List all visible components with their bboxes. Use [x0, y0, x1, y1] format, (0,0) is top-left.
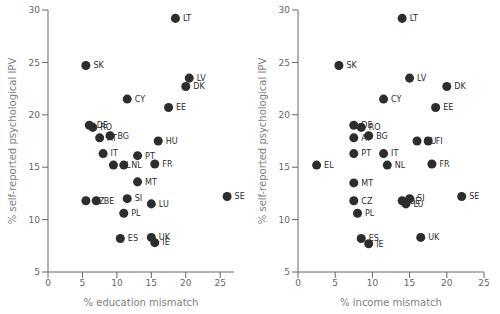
svg-text:CY: CY [135, 95, 145, 104]
svg-text:0: 0 [45, 278, 51, 288]
svg-text:RO: RO [368, 123, 381, 133]
svg-text:15: 15 [29, 162, 40, 172]
svg-text:IE: IE [376, 240, 383, 249]
svg-text:SK: SK [346, 61, 357, 70]
svg-text:% self-reported psychological: % self-reported psychological IPV [257, 58, 268, 225]
svg-text:ES: ES [368, 234, 379, 244]
svg-text:15: 15 [279, 162, 290, 172]
svg-text:MT: MT [361, 179, 373, 188]
svg-text:LT: LT [410, 14, 418, 23]
svg-text:EE: EE [443, 103, 453, 112]
svg-text:EL: EL [121, 161, 131, 170]
svg-text:BE: BE [104, 197, 115, 206]
svg-text:CY: CY [391, 95, 401, 104]
svg-text:25: 25 [29, 58, 40, 68]
svg-text:PL: PL [131, 209, 141, 218]
svg-text:BG: BG [118, 132, 130, 141]
svg-text:PT: PT [361, 149, 371, 158]
svg-text:IT: IT [111, 149, 118, 158]
svg-text:5: 5 [80, 278, 86, 288]
svg-text:5: 5 [34, 267, 40, 277]
svg-text:SI: SI [135, 194, 142, 203]
svg-text:MT: MT [145, 178, 157, 187]
svg-text:LU: LU [159, 200, 169, 209]
svg-text:15: 15 [146, 278, 157, 288]
svg-text:ES: ES [128, 234, 138, 243]
svg-text:DK: DK [193, 82, 205, 91]
svg-text:SE: SE [235, 192, 245, 201]
svg-text:LT: LT [183, 14, 191, 23]
svg-text:0: 0 [295, 278, 301, 288]
svg-text:15: 15 [404, 278, 415, 288]
svg-text:20: 20 [29, 110, 41, 120]
svg-text:CZ: CZ [361, 197, 373, 206]
svg-text:SE: SE [469, 192, 479, 201]
svg-text:5: 5 [332, 278, 338, 288]
svg-text:NL: NL [131, 161, 142, 170]
svg-text:20: 20 [441, 278, 453, 288]
svg-text:30: 30 [29, 5, 41, 15]
svg-text:HU: HU [166, 137, 178, 146]
svg-text:EE: EE [176, 103, 186, 112]
svg-text:% education mismatch: % education mismatch [84, 297, 199, 308]
svg-text:PT: PT [145, 152, 155, 161]
svg-text:UK: UK [428, 233, 440, 242]
svg-text:25: 25 [214, 278, 225, 288]
svg-text:% income mismatch: % income mismatch [340, 297, 442, 308]
svg-text:% self-reported psychological: % self-reported psychological IPV [8, 58, 18, 225]
svg-text:NL: NL [395, 161, 406, 170]
svg-text:20: 20 [279, 110, 291, 120]
svg-text:RO: RO [100, 123, 112, 132]
svg-text:SK: SK [93, 61, 104, 70]
svg-text:LV: LV [196, 74, 206, 83]
svg-text:PL: PL [365, 209, 375, 218]
svg-text:FR: FR [439, 160, 450, 169]
svg-text:IT: IT [391, 149, 398, 158]
svg-text:AT: AT [107, 134, 117, 143]
svg-text:25: 25 [279, 58, 290, 68]
svg-text:FR: FR [162, 160, 173, 169]
svg-text:20: 20 [180, 278, 192, 288]
svg-text:25: 25 [478, 278, 489, 288]
svg-text:EL: EL [324, 161, 334, 170]
svg-text:BG: BG [376, 132, 388, 141]
svg-text:LU: LU [413, 200, 423, 209]
svg-text:DK: DK [454, 82, 466, 91]
svg-text:IE: IE [162, 238, 169, 247]
svg-text:10: 10 [111, 278, 123, 288]
svg-text:5: 5 [284, 267, 290, 277]
svg-text:10: 10 [279, 215, 291, 225]
svg-text:DE: DE [361, 121, 373, 131]
svg-text:LV: LV [417, 74, 427, 83]
svg-text:10: 10 [367, 278, 379, 288]
svg-text:CZ: CZ [93, 196, 105, 206]
svg-text:FI: FI [436, 137, 443, 146]
svg-text:30: 30 [279, 5, 291, 15]
svg-text:10: 10 [29, 215, 41, 225]
svg-text:HU: HU [424, 136, 437, 146]
svg-text:AT: AT [361, 134, 371, 143]
